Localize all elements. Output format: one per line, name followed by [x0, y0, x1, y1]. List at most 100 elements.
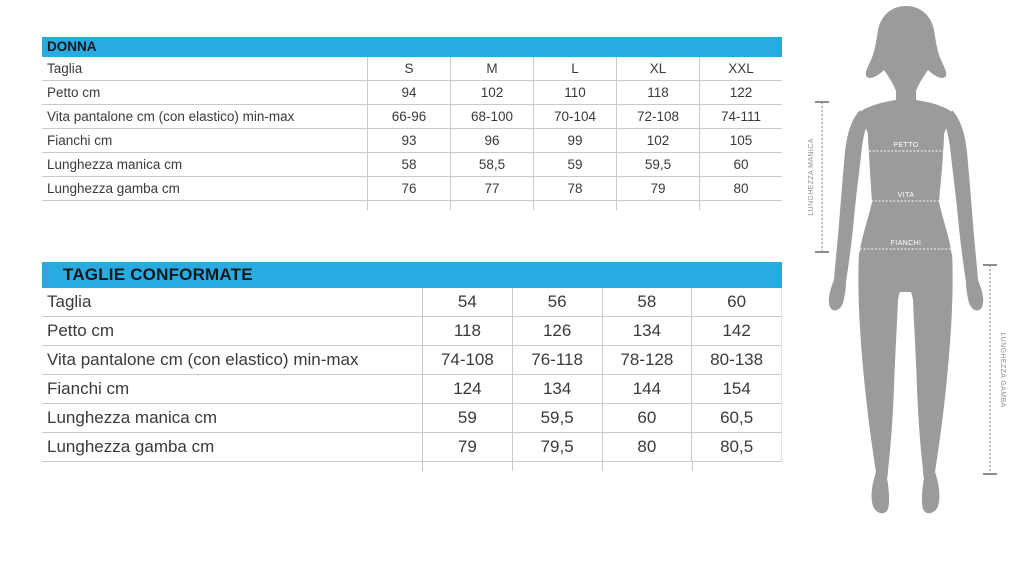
row-value: 58,5: [451, 153, 534, 176]
table-divider-stubs: [42, 462, 782, 471]
row-value: 72-108: [617, 105, 700, 128]
row-value: 110: [534, 81, 617, 104]
stub-cell: [534, 201, 617, 210]
size-table-donna: DONNA Taglia S M L XL XXL Petto cm 94 102 110 118 1…: [42, 37, 782, 210]
row-value: 77: [451, 177, 534, 200]
measurement-figure: PETTO VITA FIANCHI LUNGHEZZA MANICA LUNG…: [808, 6, 1006, 514]
row-value: 80: [603, 433, 693, 461]
table-row: Petto cm 118 126 134 142: [42, 317, 782, 346]
table-row: Lunghezza gamba cm 76 77 78 79 80: [42, 177, 782, 201]
row-value: 79,5: [513, 433, 603, 461]
table-row: Fianchi cm 124 134 144 154: [42, 375, 782, 404]
row-value: M: [451, 57, 534, 80]
row-value: 80-138: [710, 350, 764, 369]
row-label: Petto cm: [42, 317, 423, 345]
row-value: 78: [534, 177, 617, 200]
stub-cell: [368, 201, 451, 210]
row-value: XL: [617, 57, 700, 80]
row-value: S: [368, 57, 451, 80]
row-value: 59,5: [617, 153, 700, 176]
row-value: 154: [722, 379, 751, 398]
row-label: Petto cm: [42, 81, 368, 104]
row-value: 76-118: [513, 346, 603, 374]
table-title-donna: DONNA: [42, 37, 782, 57]
row-value: 79: [617, 177, 700, 200]
chest-measure-line: PETTO: [869, 142, 942, 152]
row-value: 59: [423, 404, 513, 432]
row-value: 56: [513, 288, 603, 316]
row-value: 58: [603, 288, 693, 316]
table-body-donna: Taglia S M L XL XXL Petto cm 94 102 110 118 122 Vita…: [42, 57, 782, 210]
chest-label: PETTO: [893, 142, 918, 149]
row-value: 144: [603, 375, 693, 403]
row-value: 59,5: [513, 404, 603, 432]
row-value: 134: [603, 317, 693, 345]
stub-cell: [42, 462, 423, 471]
table-row: Taglia S M L XL XXL: [42, 57, 782, 81]
row-value: 59: [534, 153, 617, 176]
sleeve-length-measure: LUNGHEZZA MANICA: [808, 101, 829, 253]
leg-length-measure: LUNGHEZZA GAMBA: [983, 264, 1006, 475]
row-value: 80: [733, 181, 749, 196]
leg-length-label: LUNGHEZZA GAMBA: [999, 332, 1006, 407]
row-value: 60,5: [720, 408, 754, 427]
stub-cell: [603, 462, 693, 471]
hips-measure-line: FIANCHI: [860, 240, 951, 250]
table-row: Petto cm 94 102 110 118 122: [42, 81, 782, 105]
stub-cell: [693, 462, 782, 471]
table-divider-stubs: [42, 201, 782, 210]
row-value: 74-111: [720, 109, 762, 124]
row-label: Lunghezza manica cm: [42, 404, 423, 432]
row-value: 134: [513, 375, 603, 403]
row-value: 96: [451, 129, 534, 152]
stub-cell: [423, 462, 513, 471]
row-value: 79: [423, 433, 513, 461]
sleeve-length-label: LUNGHEZZA MANICA: [808, 138, 815, 216]
table-body-taglie-conformate: Taglia 54 56 58 60 Petto cm 118 126 134 142 Vita p…: [42, 288, 782, 471]
waist-label: VITA: [898, 192, 915, 199]
stub-cell: [617, 201, 700, 210]
row-value: 60: [727, 292, 747, 311]
row-value: 76: [368, 177, 451, 200]
hips-label: FIANCHI: [891, 240, 922, 247]
row-label: Lunghezza manica cm: [42, 153, 368, 176]
row-value: 102: [451, 81, 534, 104]
stub-cell: [513, 462, 603, 471]
row-value: 126: [513, 317, 603, 345]
row-label: Fianchi cm: [42, 375, 423, 403]
table-row: Fianchi cm 93 96 99 102 105: [42, 129, 782, 153]
row-value: 118: [423, 317, 513, 345]
row-value: 122: [729, 85, 753, 100]
stub-cell: [42, 201, 368, 210]
stub-cell: [700, 201, 782, 210]
table-row: Lunghezza manica cm 59 59,5 60 60,5: [42, 404, 782, 433]
row-label: Fianchi cm: [42, 129, 368, 152]
row-value: 105: [729, 133, 753, 148]
table-row: Lunghezza gamba cm 79 79,5 80 80,5: [42, 433, 782, 462]
row-label: Lunghezza gamba cm: [42, 177, 368, 200]
table-row: Vita pantalone cm (con elastico) min-max…: [42, 346, 782, 375]
row-label: Taglia: [42, 288, 423, 316]
row-value: 60: [733, 157, 749, 172]
row-value: 66-96: [368, 105, 451, 128]
table-row: Vita pantalone cm (con elastico) min-max…: [42, 105, 782, 129]
row-value: 93: [368, 129, 451, 152]
row-value: 68-100: [451, 105, 534, 128]
table-title-taglie-conformate: TAGLIE CONFORMATE: [42, 262, 782, 288]
woman-silhouette-icon: [828, 6, 984, 514]
row-value: 118: [617, 81, 700, 104]
row-value: 124: [423, 375, 513, 403]
size-table-taglie-conformate: TAGLIE CONFORMATE Taglia 54 56 58 60 Petto cm…: [42, 262, 782, 471]
row-value: XXL: [728, 61, 754, 76]
row-label: Vita pantalone cm (con elastico) min-max: [42, 105, 368, 128]
row-value: 70-104: [534, 105, 617, 128]
row-label: Lunghezza gamba cm: [42, 433, 423, 461]
row-value: 94: [368, 81, 451, 104]
row-value: 102: [617, 129, 700, 152]
row-value: 80,5: [720, 437, 754, 456]
row-value: 58: [368, 153, 451, 176]
stub-cell: [451, 201, 534, 210]
waist-measure-line: VITA: [871, 192, 940, 202]
row-value: L: [534, 57, 617, 80]
row-label: Taglia: [42, 57, 368, 80]
